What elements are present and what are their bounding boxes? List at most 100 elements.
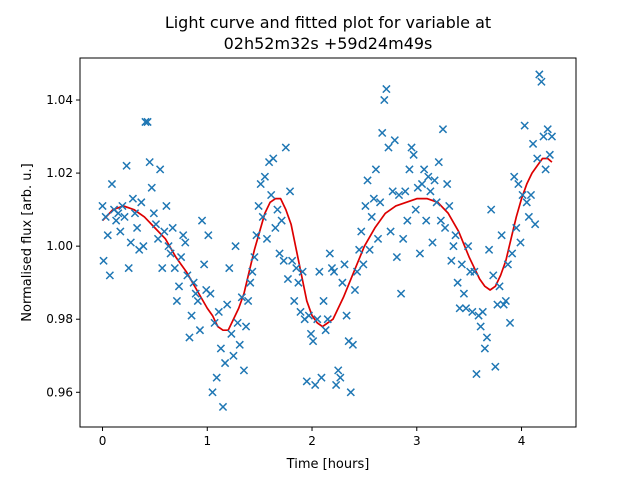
scatter-point-marker bbox=[120, 212, 129, 222]
scatter-point-marker bbox=[191, 289, 200, 298]
scatter-point-marker bbox=[422, 216, 431, 225]
y-tick-label: 0.98 bbox=[46, 312, 73, 326]
scatter-point-marker bbox=[336, 373, 345, 382]
scatter-point-marker bbox=[524, 212, 533, 222]
scatter-point-marker bbox=[386, 227, 395, 236]
scatter-point-marker bbox=[145, 157, 154, 167]
scatter-point-marker bbox=[130, 209, 140, 218]
scatter-point-marker bbox=[394, 190, 404, 200]
scatter-point-marker bbox=[116, 227, 125, 236]
scatter-point-marker bbox=[239, 366, 249, 375]
scatter-point-marker bbox=[516, 238, 525, 247]
scatter-point-marker bbox=[382, 84, 391, 94]
scatter-point-marker bbox=[210, 318, 219, 328]
scatter-point-marker bbox=[126, 238, 135, 247]
scatter-point-marker bbox=[403, 216, 412, 225]
scatter-point-marker bbox=[468, 307, 477, 317]
scatter-point-marker bbox=[99, 256, 108, 265]
scatter-point-marker bbox=[390, 136, 399, 145]
x-tick-label: 4 bbox=[518, 434, 526, 448]
y-axis-label: Normalised flux [arb. u.] bbox=[20, 163, 35, 321]
scatter-point-marker bbox=[331, 380, 341, 390]
scatter-point-marker bbox=[246, 278, 255, 287]
scatter-point-marker bbox=[302, 377, 311, 386]
scatter-point-marker bbox=[235, 340, 244, 349]
scatter-point-marker bbox=[271, 223, 280, 233]
scatter-point-marker bbox=[348, 340, 358, 349]
scatter-point-marker bbox=[541, 165, 550, 174]
scatter-point-marker bbox=[378, 128, 387, 138]
scatter-point-marker bbox=[497, 231, 506, 240]
scatter-point-marker bbox=[151, 220, 161, 229]
scatter-point-marker bbox=[132, 223, 142, 233]
scatter-point-marker bbox=[535, 70, 544, 79]
scatter-point-marker bbox=[438, 125, 448, 134]
scatter-point-marker bbox=[197, 216, 207, 225]
scatter-point-marker bbox=[505, 318, 515, 328]
scatter-point-marker bbox=[531, 220, 540, 229]
y-tick-label: 0.96 bbox=[46, 385, 73, 399]
scatter-point-marker bbox=[168, 223, 177, 233]
scatter-point-marker bbox=[380, 95, 389, 105]
scatter-point-marker bbox=[229, 351, 238, 360]
scatter-point-marker bbox=[183, 271, 192, 280]
scatter-point-marker bbox=[304, 311, 314, 320]
scatter-point-marker bbox=[204, 231, 213, 240]
scatter-point-marker bbox=[453, 278, 462, 287]
scatter-point-marker bbox=[233, 318, 242, 328]
scatter-point-marker bbox=[539, 132, 548, 141]
x-tick-label: 1 bbox=[203, 434, 211, 448]
scatter-point-marker bbox=[308, 337, 318, 346]
scatter-point-marker bbox=[283, 274, 293, 284]
scatter-point-marker bbox=[193, 296, 202, 306]
scatter-point-marker bbox=[440, 223, 450, 233]
scatter-point-marker bbox=[290, 296, 299, 306]
scatter-point-marker bbox=[457, 260, 466, 269]
scatter-point-marker bbox=[250, 252, 259, 262]
scatter-point-marker bbox=[537, 77, 546, 86]
scatter-point-marker bbox=[237, 293, 246, 302]
scatter-point-marker bbox=[445, 201, 454, 211]
scatter-point-marker bbox=[520, 121, 529, 130]
scatter-point-marker bbox=[181, 238, 190, 247]
scatter-point-marker bbox=[137, 198, 146, 207]
scatter-point-marker bbox=[262, 234, 272, 243]
scatter-point-marker bbox=[294, 278, 303, 287]
chart-title-line2: 02h52m32s +59d24m49s bbox=[224, 34, 433, 53]
scatter-point-marker bbox=[375, 198, 385, 207]
scatter-point-marker bbox=[260, 172, 270, 181]
scatter-point-marker bbox=[355, 245, 364, 254]
scatter-point-marker bbox=[470, 267, 479, 276]
y-tick-label: 1.04 bbox=[46, 93, 73, 107]
scatter-point-marker bbox=[476, 322, 485, 331]
scatter-point-marker bbox=[313, 315, 322, 324]
scatter-point-marker bbox=[373, 234, 383, 243]
scatter-point-marker bbox=[436, 216, 446, 225]
scatter-point-marker bbox=[518, 190, 527, 200]
scatter-point-marker bbox=[296, 307, 305, 317]
x-axis-label: Time [hours] bbox=[286, 457, 370, 472]
scatter-point-marker bbox=[533, 154, 542, 163]
scatter-point-marker bbox=[185, 333, 194, 342]
x-tick-label: 3 bbox=[413, 434, 421, 448]
scatter-point-marker bbox=[340, 260, 349, 269]
scatter-point-marker bbox=[200, 260, 209, 269]
scatter-point-marker bbox=[547, 132, 557, 141]
scatter-point-marker bbox=[243, 296, 253, 306]
axis-ticks: 0 1 2 3 4 0.96 0.98 1.00 1.02 1.04 bbox=[46, 93, 525, 448]
scatter-point-marker bbox=[158, 263, 167, 273]
scatter-point-marker bbox=[315, 267, 324, 276]
scatter-point-marker bbox=[195, 326, 205, 335]
scatter-point-marker bbox=[156, 165, 165, 174]
scatter-point-marker bbox=[399, 234, 408, 243]
scatter-point-marker bbox=[254, 201, 263, 211]
scatter-point-marker bbox=[434, 157, 443, 167]
scatter-point-marker bbox=[149, 209, 158, 218]
x-tick-label: 0 bbox=[99, 434, 107, 448]
scatter-point-marker bbox=[174, 282, 184, 291]
scatter-point-marker bbox=[424, 172, 433, 181]
scatter-point-marker bbox=[503, 260, 513, 269]
scatter-point-marker bbox=[514, 179, 523, 189]
scatter-point-marker bbox=[223, 300, 232, 309]
scatter-point-marker bbox=[428, 238, 437, 247]
